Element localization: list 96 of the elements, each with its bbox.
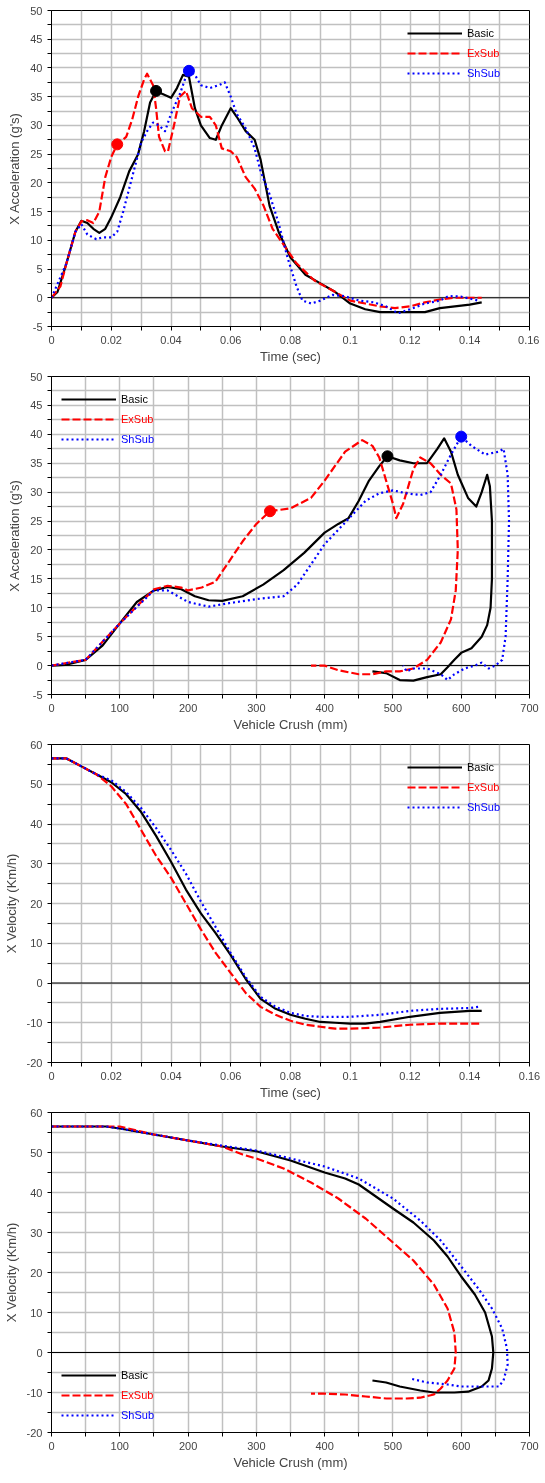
- y-tick-label: 10: [30, 1306, 43, 1319]
- y-tick-label: 40: [30, 1186, 43, 1199]
- y-tick-label: 60: [30, 738, 43, 751]
- y-tick-label: 60: [30, 1106, 43, 1119]
- x-tick-label: 600: [452, 1439, 471, 1452]
- y-axis-title: X Acceleration (g's): [7, 480, 23, 592]
- y-axis-title: X Velocity (Km/h): [3, 1222, 19, 1323]
- y-tick-label: 45: [30, 399, 43, 412]
- y-tick-label: 20: [30, 176, 43, 189]
- x-tick-label: 300: [247, 1439, 266, 1452]
- x-tick-label: 700: [520, 701, 539, 714]
- x-axis-title: Time (sec): [260, 348, 321, 364]
- x-tick-label: 0.02: [100, 333, 122, 346]
- y-tick-label: 30: [30, 857, 43, 870]
- x-tick-label: 600: [452, 701, 471, 714]
- x-tick-label: 0.12: [399, 1069, 421, 1082]
- x-tick-label: 0: [48, 333, 55, 346]
- legend-label: ShSub: [121, 432, 155, 446]
- legend-label: Basic: [121, 1368, 148, 1382]
- y-axis-title: X Acceleration (g's): [7, 113, 23, 225]
- x-tick-label: 0.16: [518, 1069, 541, 1082]
- y-tick-label: 30: [30, 119, 43, 132]
- y-tick-label: 40: [30, 428, 43, 441]
- y-tick-label: 50: [30, 1146, 43, 1159]
- x-tick-label: 0.02: [100, 1069, 122, 1082]
- y-tick-label: 0: [36, 291, 43, 304]
- x-tick-label: 0.04: [160, 1069, 182, 1082]
- y-tick-label: 30: [30, 486, 43, 499]
- x-tick-label: 700: [520, 1439, 539, 1452]
- y-tick-label: 40: [30, 818, 43, 830]
- x-tick-label: 0.08: [279, 1069, 302, 1082]
- x-axis-title: Vehicle Crush (mm): [233, 1454, 348, 1470]
- x-tick-label: 0.14: [459, 1069, 481, 1082]
- legend-label: ShSub: [467, 800, 501, 814]
- legend-label: ExSub: [467, 46, 500, 60]
- x-tick-label: 0.1: [342, 1069, 358, 1082]
- y-tick-label: 10: [30, 234, 43, 247]
- y-tick-label: 15: [30, 205, 43, 218]
- y-axis-title: X Velocity (Km/h): [3, 853, 19, 954]
- x-tick-label: 500: [383, 1439, 403, 1452]
- y-tick-label: 20: [30, 1266, 43, 1279]
- x-tick-label: 0.06: [220, 333, 242, 346]
- y-tick-label: 5: [36, 263, 43, 276]
- y-tick-label: 5: [36, 630, 43, 643]
- y-tick-label: -5: [32, 320, 43, 333]
- y-tick-label: -20: [26, 1426, 43, 1439]
- legend-label: ExSub: [467, 780, 500, 794]
- y-tick-label: 10: [30, 937, 43, 950]
- x-tick-label: 0.12: [399, 333, 421, 346]
- y-tick-label: 20: [30, 543, 43, 556]
- y-tick-label: 40: [30, 61, 43, 74]
- y-tick-label: 0: [36, 659, 43, 672]
- legend-label: ExSub: [121, 1388, 154, 1402]
- x-tick-label: 200: [178, 701, 198, 714]
- x-tick-label: 100: [110, 1439, 129, 1452]
- x-tick-label: 0.1: [342, 333, 358, 346]
- y-tick-label: 35: [30, 90, 43, 103]
- y-tick-label: 25: [30, 515, 43, 528]
- y-tick-label: 0: [36, 1346, 43, 1359]
- y-tick-label: -10: [26, 1386, 43, 1399]
- x-tick-label: 400: [315, 701, 334, 714]
- x-axis-title: Time (sec): [260, 1084, 321, 1100]
- y-tick-label: 20: [30, 897, 43, 910]
- y-tick-label: 0: [36, 977, 43, 989]
- x-tick-label: 300: [247, 701, 266, 714]
- y-tick-label: 15: [30, 572, 43, 585]
- legend-label: ShSub: [467, 66, 501, 80]
- x-tick-label: 0.14: [459, 333, 481, 346]
- x-tick-label: 0: [48, 1069, 55, 1082]
- x-axis-title: Vehicle Crush (mm): [233, 716, 348, 732]
- x-tick-label: 0.08: [279, 333, 302, 346]
- y-tick-label: 50: [30, 4, 43, 17]
- x-tick-label: 0.06: [220, 1069, 242, 1082]
- y-tick-label: 35: [30, 457, 43, 470]
- y-tick-label: -10: [26, 1016, 43, 1029]
- x-tick-label: 0.16: [518, 333, 540, 346]
- x-tick-label: 500: [383, 701, 403, 714]
- y-tick-label: -5: [32, 688, 43, 701]
- x-tick-label: 100: [110, 701, 129, 714]
- legend-label: ShSub: [121, 1408, 155, 1422]
- y-tick-label: -20: [26, 1056, 43, 1069]
- y-tick-label: 30: [30, 1226, 43, 1239]
- legend-label: ExSub: [121, 412, 154, 426]
- y-tick-label: 50: [30, 370, 43, 383]
- x-tick-label: 0.04: [160, 333, 182, 346]
- legend-label: Basic: [121, 392, 148, 406]
- x-tick-label: 400: [315, 1439, 334, 1452]
- y-tick-label: 50: [30, 778, 43, 791]
- y-tick-label: 10: [30, 601, 43, 614]
- legend-label: Basic: [467, 26, 494, 40]
- legend-label: Basic: [467, 760, 494, 774]
- x-tick-label: 0: [48, 1439, 55, 1452]
- x-tick-label: 200: [178, 1439, 198, 1452]
- y-tick-label: 25: [30, 148, 43, 161]
- x-tick-label: 0: [48, 701, 55, 714]
- y-tick-label: 45: [30, 33, 43, 46]
